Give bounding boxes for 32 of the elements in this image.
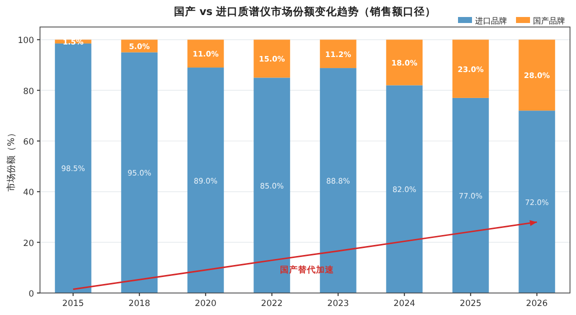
x-tick-label: 2023 bbox=[327, 299, 349, 309]
bar bbox=[452, 40, 489, 98]
y-tick-label: 60 bbox=[23, 138, 34, 148]
x-tick-label: 2015 bbox=[62, 299, 84, 309]
y-tick-label: 80 bbox=[23, 86, 34, 97]
x-tick-label: 2022 bbox=[261, 299, 283, 309]
bar bbox=[187, 68, 224, 293]
x-tick-label: 2024 bbox=[394, 299, 416, 309]
y-tick-label: 20 bbox=[23, 238, 34, 249]
y-tick-label: 100 bbox=[18, 36, 34, 46]
x-tick-label: 2020 bbox=[194, 299, 216, 309]
bar bbox=[452, 98, 489, 293]
bar bbox=[518, 110, 556, 293]
bar bbox=[187, 40, 224, 68]
bar bbox=[54, 43, 92, 293]
bar bbox=[518, 40, 556, 111]
x-tick-label: 2018 bbox=[128, 299, 150, 309]
chart-title: 国产 vs 进口质谱仪市场份额变化趋势（销售额口径） bbox=[174, 5, 436, 18]
bar bbox=[320, 40, 356, 68]
y-tick-label: 0 bbox=[28, 290, 34, 300]
bar bbox=[121, 52, 158, 293]
line-series bbox=[72, 220, 538, 290]
legend-label: 国产品牌 bbox=[533, 16, 565, 26]
y-axis-title: 市场份额（%） bbox=[6, 128, 17, 192]
bar bbox=[386, 40, 423, 86]
y-tick-label: 40 bbox=[23, 188, 34, 198]
x-tick-label: 2026 bbox=[526, 299, 548, 309]
x-tick-label: 2025 bbox=[460, 299, 482, 309]
bar bbox=[254, 78, 290, 293]
bar bbox=[386, 85, 423, 293]
bar bbox=[254, 40, 290, 78]
legend-label: 进口品牌 bbox=[475, 16, 507, 26]
